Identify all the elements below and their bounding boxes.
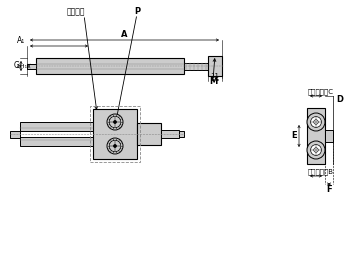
Text: M: M (209, 78, 217, 87)
Circle shape (113, 120, 117, 124)
Text: F: F (326, 185, 332, 194)
Bar (90, 106, 140, 162)
Bar (208, 56, 222, 76)
Circle shape (307, 141, 325, 159)
Text: 六角稴対込C: 六角稴対込C (308, 88, 334, 95)
Circle shape (311, 117, 321, 128)
Bar (20, 122, 93, 131)
Circle shape (311, 145, 321, 155)
Text: 11: 11 (211, 73, 220, 79)
Text: A: A (121, 30, 128, 39)
Text: テーブル: テーブル (67, 7, 85, 16)
Bar (161, 130, 179, 138)
Text: P: P (134, 7, 140, 16)
Circle shape (107, 138, 123, 154)
Circle shape (107, 114, 123, 130)
Bar (325, 130, 333, 142)
Bar (10, 130, 20, 138)
Bar (179, 131, 184, 137)
Text: E: E (291, 131, 297, 140)
Bar (184, 63, 210, 69)
Text: øH₁: øH₁ (17, 64, 28, 68)
Bar (20, 137, 93, 146)
Text: D: D (336, 96, 343, 105)
Text: G: G (13, 62, 19, 70)
Bar (36, 58, 184, 74)
Text: 六角稴対込B: 六角稴対込B (308, 168, 334, 175)
Circle shape (307, 113, 325, 131)
Circle shape (113, 144, 117, 148)
Bar (27, 64, 36, 68)
Bar (307, 108, 325, 164)
Text: A₁: A₁ (17, 36, 25, 45)
Bar (93, 109, 137, 159)
Bar (137, 123, 161, 145)
